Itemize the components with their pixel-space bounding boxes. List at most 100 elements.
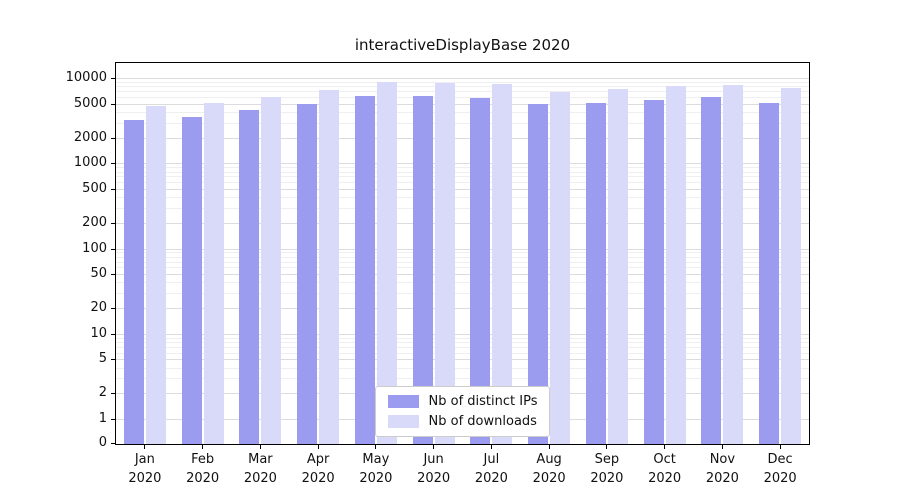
y-tick-mark	[111, 419, 115, 420]
x-tick-mark	[664, 445, 666, 449]
y-tick-mark	[111, 308, 115, 310]
y-tick-mark	[111, 274, 115, 276]
legend-swatch-distinct-ips	[387, 395, 419, 408]
x-tick-mark	[375, 445, 377, 449]
bar-downloads-jul	[492, 83, 513, 444]
y-tick-label: 5	[98, 351, 107, 367]
x-tick-label: Dec 2020	[748, 451, 812, 489]
major-gridline	[116, 222, 809, 224]
major-gridline	[116, 103, 809, 105]
x-tick-label: Jun 2020	[402, 451, 466, 489]
minor-gridline	[116, 167, 809, 169]
x-tick-label-line: Jun	[423, 452, 444, 467]
legend-swatch-downloads	[387, 415, 419, 428]
bar-distinct-ips-apr	[297, 103, 318, 444]
minor-gridline	[116, 293, 809, 295]
y-tick-mark	[111, 443, 115, 444]
x-tick-label: Mar 2020	[228, 451, 292, 489]
y-tick-mark	[111, 359, 115, 361]
y-tick-label: 2000	[73, 129, 107, 145]
x-tick-mark	[317, 445, 319, 449]
bar-distinct-ips-dec	[759, 102, 780, 444]
bar-distinct-ips-jul	[470, 97, 491, 444]
minor-gridline	[116, 261, 809, 263]
y-tick-mark	[111, 188, 115, 190]
x-tick-label: Aug 2020	[517, 451, 581, 489]
minor-gridline	[116, 352, 809, 354]
x-tick-label-line: 2020	[590, 470, 624, 486]
x-tick-label-line: 2020	[474, 470, 508, 486]
x-tick-label: Sep 2020	[575, 451, 639, 489]
x-tick-label-line: 2020	[417, 470, 451, 486]
x-tick-mark	[548, 445, 550, 449]
x-tick-mark	[606, 445, 608, 449]
x-tick-label-line: Mar	[248, 452, 273, 467]
x-tick-label-line: 2020	[186, 470, 220, 486]
bar-downloads-oct	[665, 86, 686, 444]
minor-gridline	[116, 86, 809, 88]
y-tick-label: 50	[90, 266, 107, 282]
x-tick-label: Jul 2020	[459, 451, 523, 489]
x-tick-mark	[202, 445, 204, 449]
bar-downloads-mar	[261, 97, 282, 444]
y-tick-mark	[111, 103, 115, 105]
y-tick-mark	[111, 333, 115, 335]
x-tick-label-line: Feb	[191, 452, 215, 467]
bar-downloads-apr	[319, 90, 340, 444]
x-tick-label: Oct 2020	[633, 451, 697, 489]
y-tick-mark	[111, 222, 115, 224]
x-tick-label-line: Sep	[594, 452, 620, 467]
major-gridline	[116, 359, 809, 361]
bar-distinct-ips-may	[354, 95, 375, 444]
minor-gridline	[116, 367, 809, 369]
bar-downloads-sep	[607, 88, 628, 444]
legend-label-distinct-ips: Nb of distinct IPs	[428, 394, 538, 409]
y-tick-label: 0	[98, 435, 107, 450]
bar-downloads-aug	[550, 91, 571, 444]
y-tick-label: 10	[90, 325, 107, 341]
minor-gridline	[116, 252, 809, 254]
x-tick-mark	[490, 445, 492, 449]
minor-gridline	[116, 111, 809, 113]
x-tick-mark	[779, 445, 781, 449]
major-gridline	[116, 188, 809, 190]
y-tick-mark	[111, 248, 115, 250]
x-tick-label-line: Apr	[306, 452, 330, 467]
y-tick-label: 200	[82, 214, 107, 230]
minor-gridline	[116, 256, 809, 258]
minor-gridline	[116, 378, 809, 380]
minor-gridline	[116, 171, 809, 173]
minor-gridline	[116, 267, 809, 269]
x-tick-label-line: 2020	[243, 470, 277, 486]
major-gridline	[116, 78, 809, 79]
x-tick-mark	[433, 445, 435, 449]
major-gridline	[116, 163, 809, 165]
x-tick-label: Jan 2020	[113, 451, 177, 489]
x-tick-label-line: 2020	[359, 470, 393, 486]
minor-gridline	[116, 122, 809, 124]
x-tick-mark	[721, 445, 723, 449]
y-tick-mark	[111, 393, 115, 395]
x-tick-label-line: 2020	[763, 470, 797, 486]
y-tick-label: 1000	[73, 155, 107, 171]
x-tick-label: May 2020	[344, 451, 408, 489]
x-tick-mark	[144, 445, 146, 449]
bar-distinct-ips-jan	[123, 120, 144, 444]
minor-gridline	[116, 337, 809, 339]
bar-distinct-ips-mar	[239, 110, 260, 444]
y-tick-label: 5000	[73, 95, 107, 111]
x-tick-label-line: May	[362, 452, 390, 467]
bar-downloads-nov	[723, 85, 744, 444]
bar-downloads-feb	[203, 102, 224, 444]
legend-entry-distinct-ips: Nb of distinct IPs	[387, 394, 538, 409]
x-tick-label-line: 2020	[532, 470, 566, 486]
x-tick-label-line: Oct	[653, 452, 676, 467]
x-tick-label-line: Jul	[483, 452, 500, 467]
bar-distinct-ips-feb	[181, 116, 202, 444]
x-tick-label: Apr 2020	[286, 451, 350, 489]
major-gridline	[116, 308, 809, 310]
bar-downloads-may	[376, 81, 397, 444]
major-gridline	[116, 274, 809, 276]
x-tick-label: Nov 2020	[690, 451, 754, 489]
